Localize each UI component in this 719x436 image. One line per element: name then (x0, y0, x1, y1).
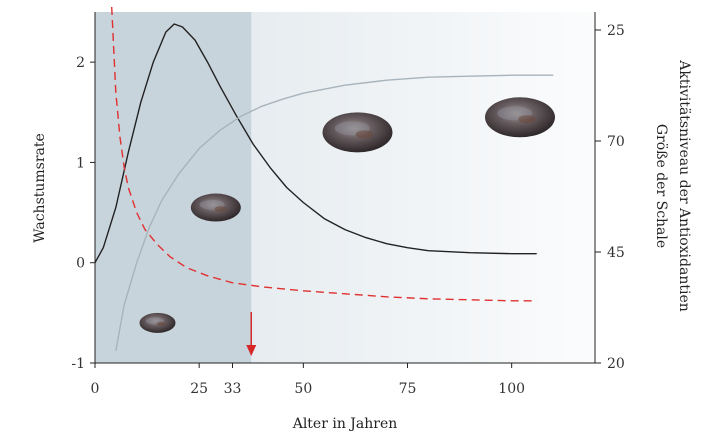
left-tick-label: -1 (71, 356, 85, 372)
left-tick-label: 2 (76, 55, 85, 71)
mussel-shell-spot (355, 130, 374, 139)
x-tick-label: 75 (399, 381, 417, 397)
mussel-shell-icon (485, 97, 555, 138)
series-layer (94, 6, 554, 352)
antioxidant-line (111, 6, 537, 302)
mussel-shell-icon (139, 312, 176, 333)
right-tick-label: 25 (607, 23, 625, 39)
right-axis-title-shell-size: Größe der Schale (653, 124, 669, 248)
x-axis-title: Alter in Jahren (292, 416, 398, 432)
x-tick-label: 100 (498, 381, 525, 397)
x-tick-label: 25 (190, 381, 208, 397)
mussel-shell-spot (156, 321, 166, 326)
mussel-shell-spot (214, 206, 228, 212)
right-tick-label: 45 (607, 245, 625, 261)
mussel-shell-spot (518, 115, 536, 124)
growth-rate-line (94, 23, 537, 264)
right-tick-label: 20 (607, 356, 625, 372)
x-tick-label: 0 (91, 381, 100, 397)
left-tick-label: 1 (76, 155, 85, 171)
tick-layer: 0 25 33 50 75 100 -1 0 1 2 20 45 70 25 (71, 23, 624, 397)
left-tick-label: 0 (76, 256, 85, 272)
mussel-shell-icon (322, 112, 393, 153)
shell-size-line (115, 74, 554, 352)
x-tick-label: 33 (224, 381, 242, 397)
age-marker-arrowhead (246, 345, 257, 356)
right-tick-label: 70 (607, 134, 625, 150)
right-axis-title-antioxidants: Aktivitätsniveau der Antioxidantien (676, 59, 692, 312)
mussel-shell-icon (190, 193, 241, 222)
x-tick-label: 50 (294, 381, 312, 397)
early-phase-shade (95, 12, 252, 363)
left-axis-title: Wachstumsrate (32, 133, 48, 243)
shell-layer (139, 97, 555, 333)
